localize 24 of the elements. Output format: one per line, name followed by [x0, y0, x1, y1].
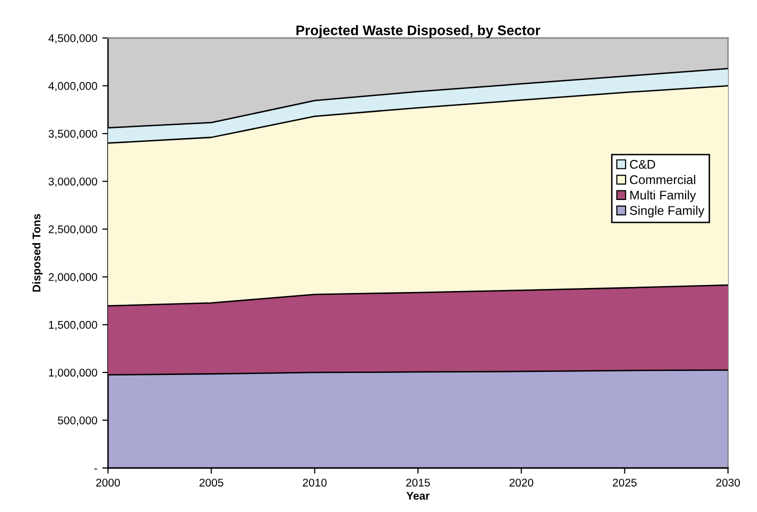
x-tick-label: 2020 — [510, 478, 534, 487]
legend-label: C&D — [630, 160, 656, 169]
x-tick-label: 2030 — [716, 478, 740, 487]
y-tick-label: 3,500,000 — [48, 130, 98, 140]
x-tick-label: 2025 — [612, 478, 637, 487]
y-tick-label: 4,500,000 — [48, 34, 98, 44]
y-tick-label: 500,000 — [58, 416, 98, 426]
y-axis-title: Disposed Tons — [32, 214, 43, 292]
chart-title: Projected Waste Disposed, by Sector — [296, 25, 540, 38]
x-tick-label: 2010 — [302, 478, 327, 487]
y-tick-label: 1,000,000 — [49, 368, 98, 378]
legend-label: Multi Family — [630, 190, 696, 202]
y-tick-label: 3,000,000 — [48, 178, 98, 187]
y-tick-label: 4,000,000 — [48, 82, 98, 92]
y-tick-label: - — [94, 468, 98, 470]
x-axis-title: Year — [406, 492, 430, 500]
x-tick-label: 2000 — [96, 478, 120, 487]
x-tick-label: 2015 — [406, 478, 430, 487]
legend-label: Commercial — [630, 174, 696, 184]
x-tick-label: 2005 — [200, 478, 224, 487]
y-tick-label: 2,000,000 — [48, 273, 98, 282]
legend-label: Single Family — [630, 206, 704, 218]
y-tick-label: 2,500,000 — [48, 225, 98, 235]
y-tick-label: 1,500,000 — [49, 320, 98, 330]
